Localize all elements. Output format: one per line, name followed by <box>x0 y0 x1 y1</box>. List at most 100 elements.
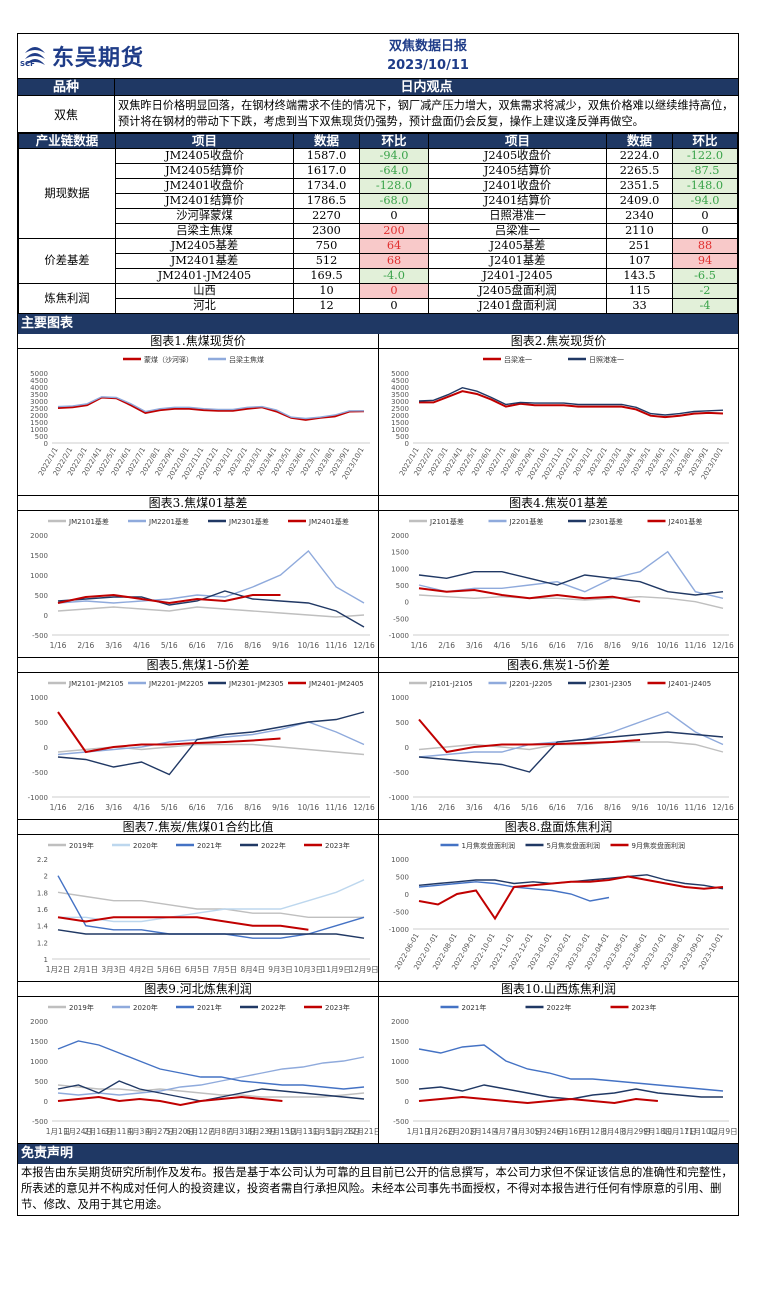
y-tick-label: 3000 <box>30 398 48 406</box>
legend-label: JM2201-JM2205 <box>148 680 204 688</box>
y-tick-label: 1500 <box>30 552 48 560</box>
chain-cell-bc: -6.5 <box>672 268 738 284</box>
chain-cell-a: 河北 <box>115 298 294 314</box>
chain-cell-a: JM2405收盘价 <box>115 148 294 164</box>
series-line <box>419 390 724 419</box>
report-date: 2023/10/11 <box>387 58 469 73</box>
chart-panel: 图表8.盘面炼焦利润 1月焦炭盘面利润 5月焦炭盘面利润 9月焦炭盘面利润 -1000 -… <box>379 820 738 982</box>
x-tick-label: 5月6日 <box>157 965 182 974</box>
x-tick-label: 8月23日 <box>247 1127 276 1136</box>
series-line <box>418 711 724 758</box>
x-tick-label: 8月29日 <box>621 1127 650 1136</box>
legend-label: J2401-J2405 <box>668 680 712 688</box>
legend-label: J2101基差 <box>429 517 464 526</box>
y-tick-label: 500 <box>35 1078 48 1086</box>
chain-header-6: 环比 <box>672 133 738 149</box>
y-tick-label: 1.4 <box>37 923 49 931</box>
series-line <box>57 593 281 605</box>
report-title: 双焦数据日报 <box>388 39 467 54</box>
chain-cell-av: 2300 <box>293 223 360 239</box>
x-tick-label: 6/16 <box>549 641 566 650</box>
chain-cell-ac: 0 <box>359 208 429 224</box>
x-tick-label: 6月5日 <box>185 965 210 974</box>
table-row: JM2401基差 512 68 J2401基差 107 94 <box>19 253 738 269</box>
x-tick-label: 3/16 <box>466 803 483 812</box>
x-tick-label: 5月20日 <box>166 1127 195 1136</box>
y-tick-label: 1500 <box>391 1038 409 1046</box>
chart-title: 图表7.焦炭/焦煤01合约比值 <box>18 820 378 835</box>
legend: 蒙煤（沙河驿） 吕梁主焦煤 <box>123 355 264 364</box>
legend-label: 2022年 <box>547 1003 572 1012</box>
legend: J2101基差 J2201基差 J2301基差 J2401基差 <box>409 517 702 526</box>
y-tick-label: 500 <box>396 874 409 882</box>
chain-header-row: 产业链数据 项目 数据 环比 项目 数据 环比 <box>18 133 738 149</box>
y-tick-label: 0 <box>405 1098 409 1106</box>
table-row: 价差基差 JM2405基差 750 64 J2405基差 251 88 <box>18 238 738 284</box>
x-tick-label: 10月3日 <box>294 965 323 974</box>
chain-cell-bv: 33 <box>606 298 673 314</box>
chain-cell-bc: -87.5 <box>672 163 738 179</box>
series-line <box>418 550 724 599</box>
legend-label: 2023年 <box>632 1003 657 1012</box>
series-line <box>57 711 365 776</box>
chain-cell-bc: -148.0 <box>672 178 738 194</box>
series-line <box>418 1044 724 1092</box>
y-tick-label: 4500 <box>391 377 409 385</box>
chain-cell-ac: 200 <box>359 223 429 239</box>
x-tick-label: 6月12日 <box>186 1127 215 1136</box>
y-tick-label: -1000 <box>28 794 48 802</box>
x-tick-label: 5/16 <box>521 641 538 650</box>
chain-cell-bv: 2409.0 <box>606 193 673 209</box>
x-tick-label: 10/16 <box>298 641 320 650</box>
view-col-variety: 品种 <box>18 79 115 95</box>
y-tick-label: -500 <box>393 615 409 623</box>
x-tick-label: 11/16 <box>685 641 707 650</box>
x-tick-label: 7月12日 <box>578 1127 607 1136</box>
x-tick-label: 6月16日 <box>556 1127 585 1136</box>
series-line <box>57 606 365 618</box>
chain-cell-b: J2405收盘价 <box>428 148 607 164</box>
series-line <box>418 587 641 603</box>
chart-svg: JM2101-JM2105 JM2201-JM2205 JM2301-JM2305 J… <box>28 680 375 812</box>
chart-svg: JM2101基差 JM2201基差 JM2301基差 JM2401基差 -500 0 500… <box>30 517 375 650</box>
x-tick-label: 5/16 <box>161 641 178 650</box>
y-tick-label: 1.2 <box>37 939 48 947</box>
x-tick-label: 4月30日 <box>513 1127 542 1136</box>
chain-cell-b: J2405基差 <box>428 238 607 254</box>
chain-header-0: 产业链数据 <box>18 133 116 149</box>
chain-cell-bv: 143.5 <box>606 268 673 284</box>
y-tick-label: 5000 <box>30 370 48 378</box>
chain-cell-av: 1786.5 <box>293 193 360 209</box>
chain-cell-a: JM2401收盘价 <box>115 178 294 194</box>
chain-cell-av: 1587.0 <box>293 148 360 164</box>
x-tick-label: 1月2日 <box>46 965 71 974</box>
x-tick-label: 12月9日 <box>349 965 378 974</box>
series-line <box>418 594 724 609</box>
chain-cell-a: JM2401基差 <box>115 253 294 269</box>
x-tick-label: 8/16 <box>604 803 621 812</box>
chart-svg: 蒙煤（沙河驿） 吕梁主焦煤 0500100015002000250030003500… <box>30 355 370 481</box>
chain-cell-av: 750 <box>293 238 360 254</box>
x-tick-label: 7月5日 <box>213 965 238 974</box>
y-tick-label: 0 <box>44 1098 48 1106</box>
chart-title: 图表8.盘面炼焦利润 <box>379 820 738 835</box>
series-line <box>57 929 365 939</box>
chain-cell-b: J2405盘面利润 <box>428 283 607 299</box>
y-tick-label: 3000 <box>391 398 409 406</box>
y-tick-label: 2500 <box>391 405 409 413</box>
series-line <box>418 1095 658 1105</box>
x-tick-label: 5月24日 <box>535 1127 564 1136</box>
x-tick-label: 8/16 <box>244 641 261 650</box>
x-tick-label: 4月3日 <box>127 1127 152 1136</box>
charts-grid: 图表1.焦煤现货价 蒙煤（沙河驿） 吕梁主焦煤 0 500 1000 1500 2000 250… <box>18 334 738 1144</box>
y-tick-label: 1000 <box>30 694 48 702</box>
chain-cell-av: 512 <box>293 253 360 269</box>
x-tick-label: 2月1日 <box>74 965 99 974</box>
chain-cell-ac: -68.0 <box>359 193 429 209</box>
series-line <box>57 1084 365 1098</box>
view-header: 品种 日内观点 <box>18 79 738 96</box>
legend: 2021年 2022年 2023年 <box>440 1003 657 1012</box>
chain-cell-bv: 251 <box>606 238 673 254</box>
x-tick-label: 7月31日 <box>227 1127 256 1136</box>
x-tick-label: 11月9日 <box>322 965 351 974</box>
